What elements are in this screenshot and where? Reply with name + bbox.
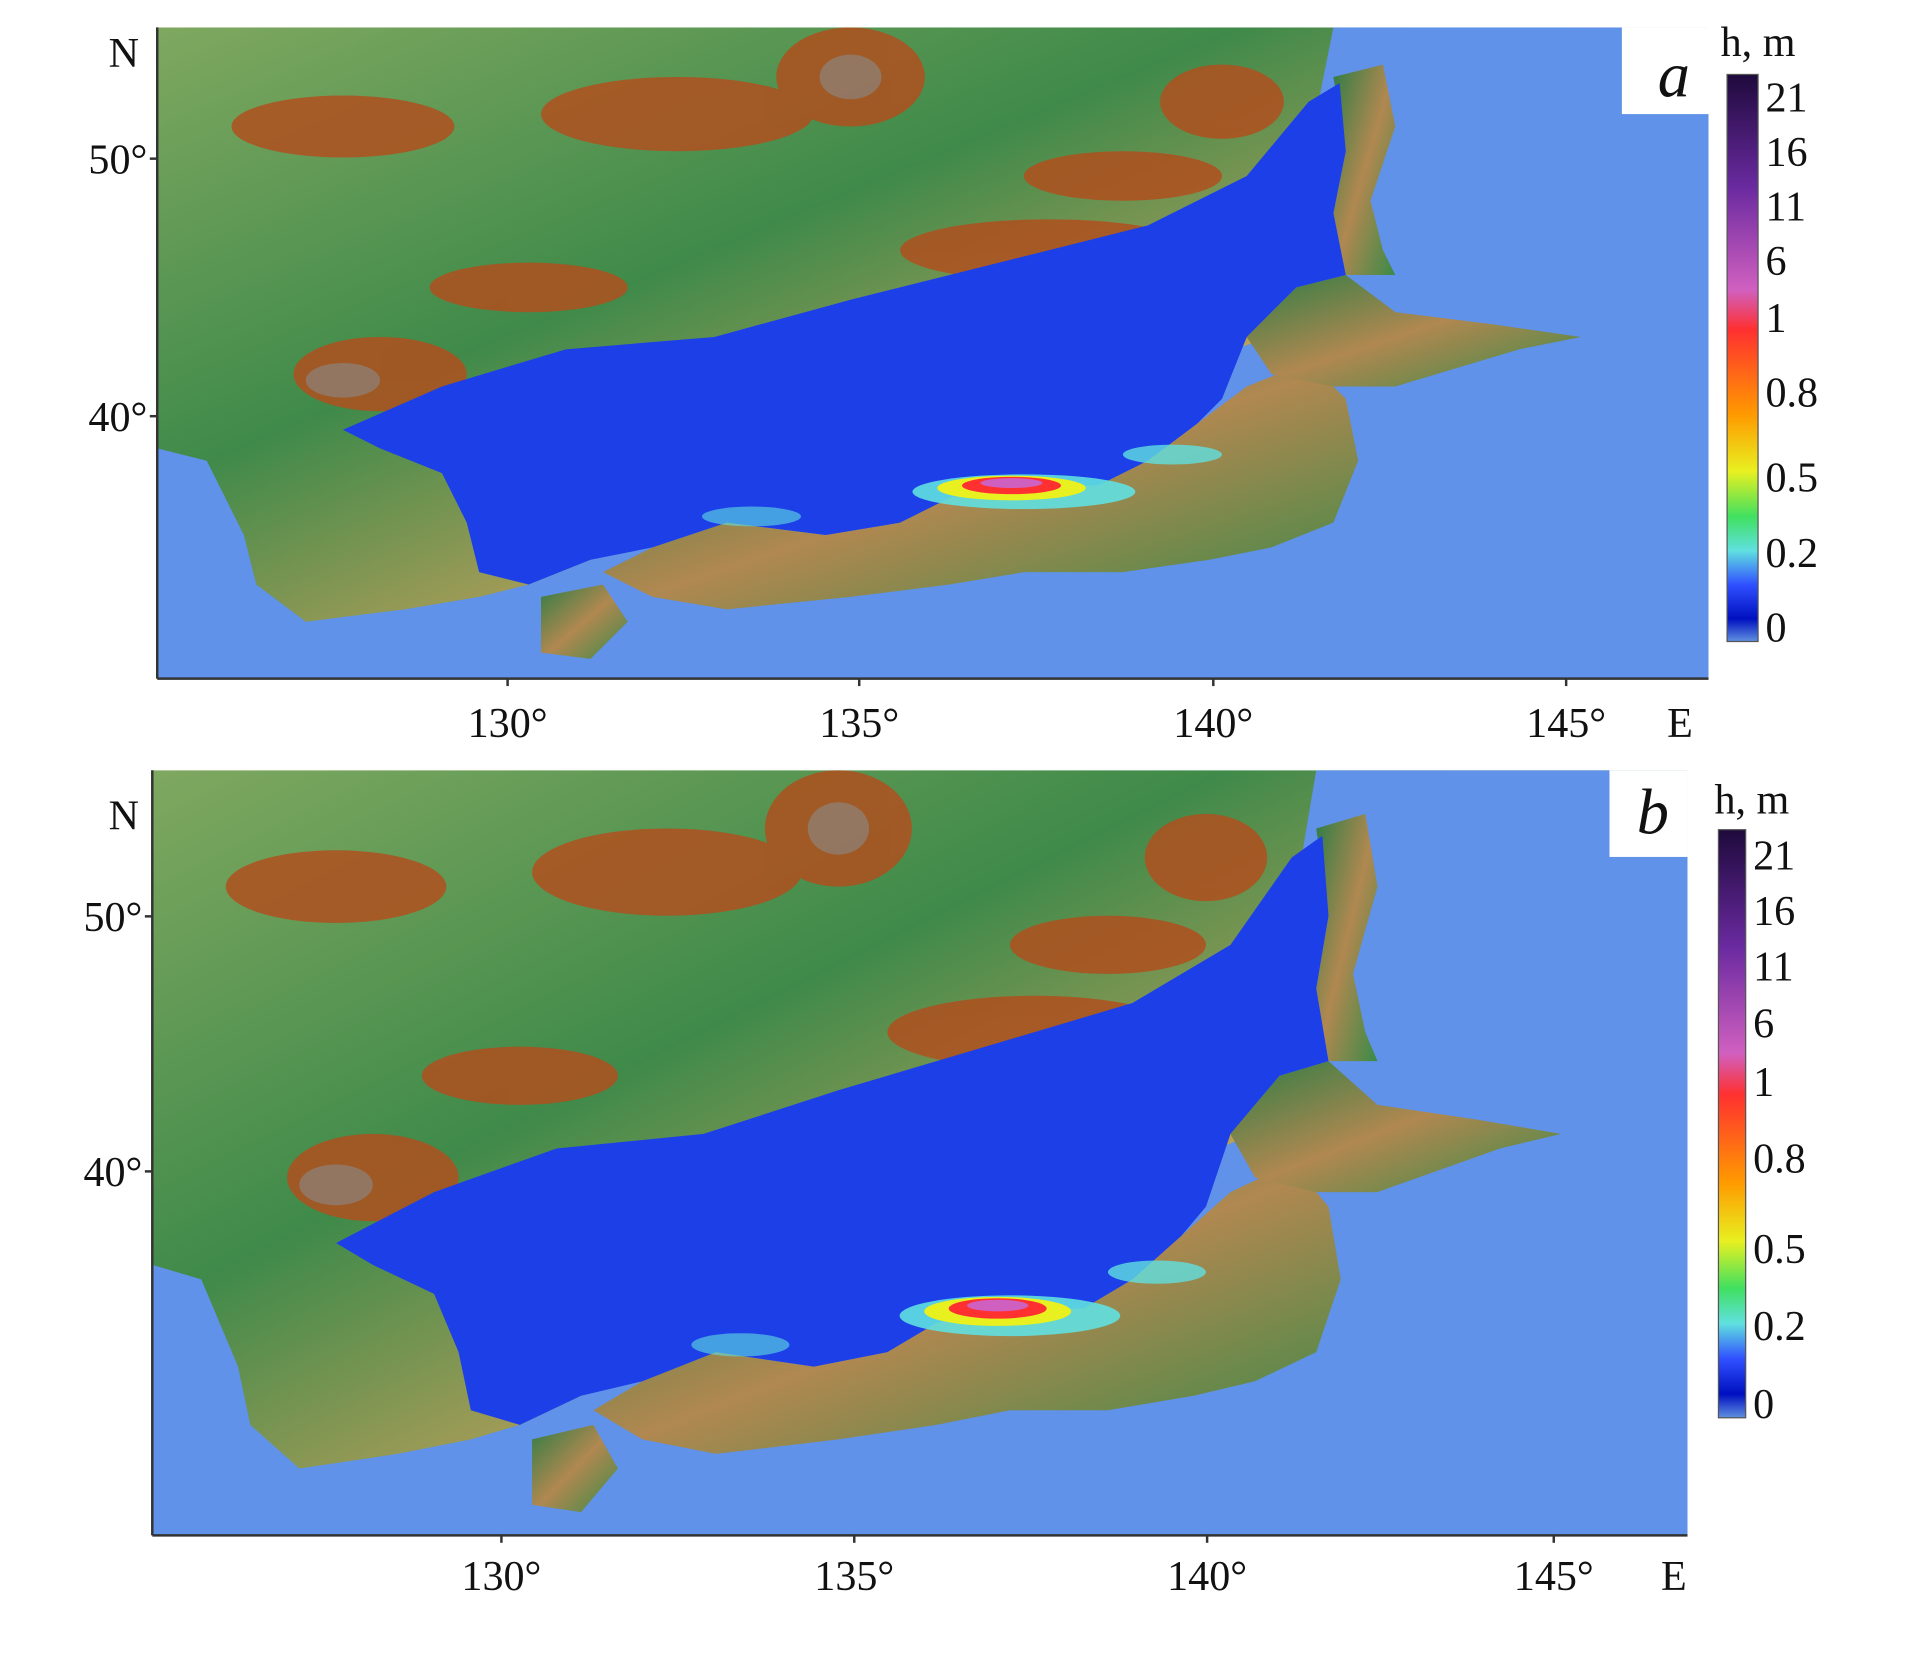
colorbar-label: 11	[1753, 944, 1794, 991]
lat-tick-label: 40°	[83, 1149, 142, 1196]
colorbar-label: 0	[1753, 1381, 1774, 1428]
east-label: E	[1667, 700, 1693, 747]
lon-tick-label: 130°	[468, 700, 548, 747]
colorbar-label: 0.5	[1765, 455, 1818, 502]
lat-tick-label: 50°	[83, 894, 142, 941]
map-panel: 50° 40° 130° 135° 140° 145° N Ea h, m 21 16 11 6 1 0.8…	[88, 19, 1818, 747]
colorbar-title: h, m	[1721, 19, 1796, 66]
label-box	[1609, 770, 1688, 857]
lon-tick-label: 140°	[1167, 1553, 1247, 1600]
colorbar-label: 16	[1753, 888, 1795, 935]
colorbar-label: 0.8	[1753, 1136, 1806, 1183]
panel-label: b	[1637, 776, 1669, 847]
lon-tick-label: 130°	[461, 1553, 541, 1600]
colorbar-label: 0.8	[1765, 369, 1818, 416]
lat-tick-label: 50°	[88, 137, 147, 184]
colorbar-label: 0.5	[1753, 1226, 1806, 1273]
lon-tick-label: 145°	[1526, 700, 1606, 747]
colorbar-label: 1	[1753, 1059, 1774, 1106]
colorbar-title: h, m	[1714, 777, 1789, 824]
colorbar-label: 6	[1753, 1001, 1774, 1048]
colorbar-label: 11	[1765, 184, 1806, 231]
colorbar-label: 21	[1753, 832, 1795, 879]
colorbar	[1726, 73, 1759, 643]
label-box	[1621, 27, 1709, 115]
panel-label: a	[1658, 40, 1690, 111]
lon-tick-label: 135°	[814, 1553, 894, 1600]
colorbar	[1717, 829, 1747, 1419]
colorbar-label: 0.2	[1765, 530, 1818, 577]
colorbar-label: 16	[1765, 129, 1807, 176]
north-label: N	[109, 30, 139, 77]
colorbar-label: 0	[1765, 605, 1786, 652]
colorbar-label: 1	[1765, 295, 1786, 342]
colorbar-label: 6	[1765, 238, 1786, 285]
map-panel: 50° 40° 130° 135° 140° 145° N Eb h, m 21 16 11 6 1 0.8…	[83, 770, 1806, 1600]
lon-tick-label: 145°	[1514, 1553, 1594, 1600]
lat-tick-label: 40°	[88, 394, 147, 441]
map-image	[152, 770, 1688, 1536]
north-label: N	[109, 793, 139, 840]
colorbar-label: 0.2	[1753, 1303, 1806, 1350]
colorbar-label: 21	[1765, 75, 1807, 122]
east-label: E	[1661, 1553, 1687, 1600]
lon-tick-label: 140°	[1173, 700, 1253, 747]
map-image	[157, 27, 1709, 679]
lon-tick-label: 135°	[819, 700, 899, 747]
